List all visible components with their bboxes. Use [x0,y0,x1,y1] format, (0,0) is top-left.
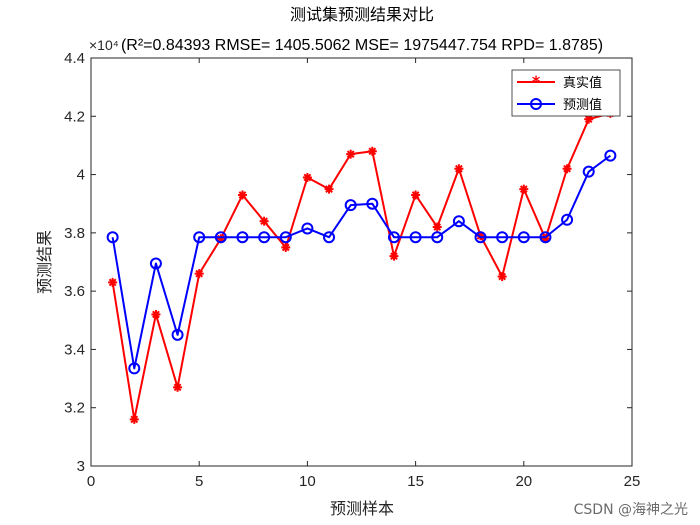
data-point [366,197,379,210]
data-point [173,382,183,392]
legend-label-predicted: 预测值 [563,97,602,113]
data-point [474,231,487,244]
data-point [236,231,249,244]
data-point [302,172,312,182]
chart-subtitle: (R²=0.84393 RMSE= 1405.5062 MSE= 1975447… [121,37,603,54]
y-tick-label: 3.4 [64,341,85,358]
y-tick-label: 3.8 [64,225,85,242]
legend-box [511,69,621,117]
x-axis-label: 预测样本 [330,499,394,518]
data-point [214,231,227,244]
data-point [367,146,377,156]
data-point [562,164,572,174]
data-point [259,216,269,226]
y-tick-label: 4 [77,167,85,184]
watermark: CSDN @海神之光 [573,502,688,518]
data-point [411,190,421,200]
data-point [324,184,334,194]
y-tick-label: 4.2 [64,108,85,125]
data-point [194,269,204,279]
x-tick-label: 20 [515,473,532,490]
data-point [582,165,595,178]
data-point [301,222,314,235]
x-tick-label: 15 [407,473,424,490]
data-point [496,231,509,244]
data-point [409,231,422,244]
data-point [519,184,529,194]
y-axis-exponent: ×10⁴ [89,37,119,53]
data-point [431,231,444,244]
y-tick-label: 3 [77,458,85,475]
data-point [584,114,594,124]
data-point [604,149,617,162]
y-tick-label: 4.4 [64,50,85,67]
data-point [258,231,271,244]
data-point [389,251,399,261]
y-tick-label: 3.6 [64,283,85,300]
x-tick-label: 0 [87,473,95,490]
data-point [539,231,552,244]
data-point [452,215,465,228]
data-point [237,190,247,200]
data-point [151,309,161,319]
x-tick-label: 25 [624,473,641,490]
x-tick-label: 5 [195,473,203,490]
data-point [106,231,119,244]
data-point [129,414,139,424]
data-point [497,272,507,282]
data-point [454,164,464,174]
x-tick-label: 10 [299,473,316,490]
series-layer [106,108,617,424]
legend-marker-actual: * [532,72,541,91]
data-point [128,362,141,375]
chart-title: 测试集预测结果对比 [290,5,434,24]
data-point [346,149,356,159]
data-point [517,231,530,244]
x-axis: 0 5 10 15 20 25 [87,58,641,490]
data-point [193,231,206,244]
data-point [108,277,118,287]
data-point [561,213,574,226]
series-line [111,154,611,370]
data-point [432,222,442,232]
y-axis-label: 预测结果 [35,230,54,294]
data-point [279,231,292,244]
data-point [323,231,336,244]
data-point [387,231,400,244]
data-point [281,242,291,252]
plot-area [90,57,633,467]
series-line [111,112,611,421]
legend-marker-predicted [530,98,542,110]
legend-label-actual: 真实值 [563,75,602,91]
legend: * 真实值 预测值 [511,69,621,117]
y-tick-label: 3.2 [64,400,85,417]
data-point [344,199,357,212]
data-point [171,328,184,341]
data-point [149,257,162,270]
series-1 [106,149,617,375]
y-axis: 3 3.2 3.4 3.6 3.8 4 4.2 4.4 [64,50,632,475]
